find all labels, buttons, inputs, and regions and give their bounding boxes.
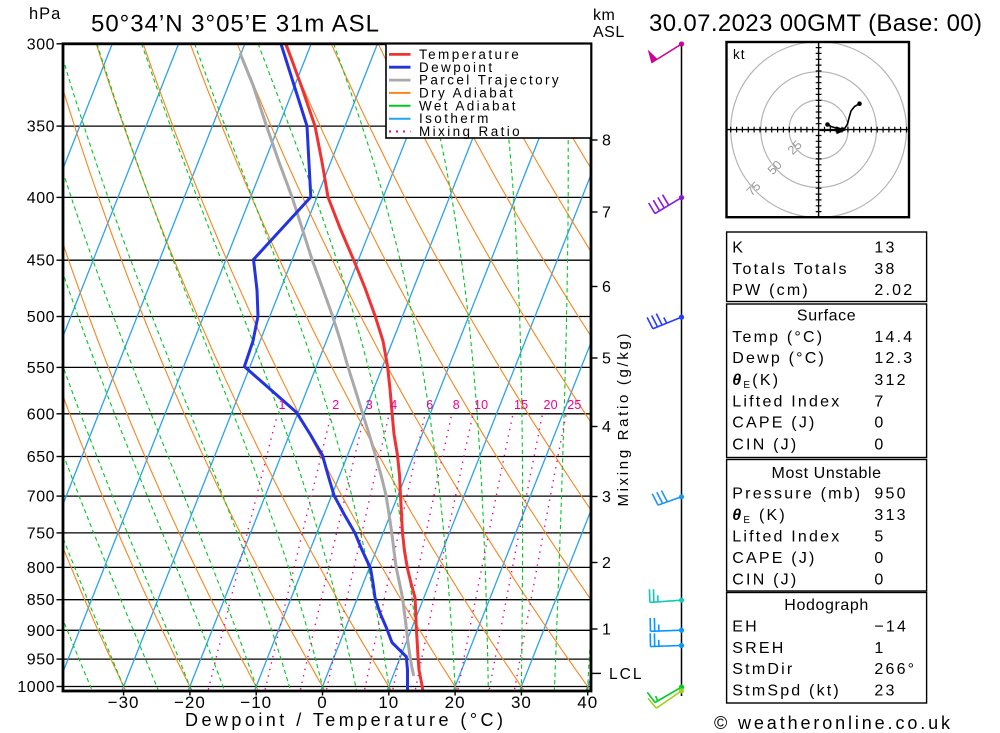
svg-text:CIN (J): CIN (J) — [732, 437, 798, 454]
svg-text:CIN (J): CIN (J) — [732, 572, 798, 589]
svg-text:30: 30 — [511, 693, 532, 712]
svg-text:Dewpoint: Dewpoint — [419, 60, 494, 75]
svg-text:Mixing Ratio: Mixing Ratio — [419, 124, 522, 139]
svg-text:Dry Adiabat: Dry Adiabat — [419, 85, 515, 100]
svg-text:−30: −30 — [108, 693, 140, 712]
svg-text:6: 6 — [426, 398, 433, 412]
svg-text:Lifted Index: Lifted Index — [732, 394, 841, 411]
svg-text:8: 8 — [602, 133, 611, 150]
svg-text:550: 550 — [27, 360, 55, 377]
svg-text:1: 1 — [874, 640, 885, 657]
svg-text:40: 40 — [577, 693, 598, 712]
svg-text:50°34’N 3°05’E 31m ASL: 50°34’N 3°05’E 31m ASL — [91, 11, 379, 38]
svg-text:CAPE (J): CAPE (J) — [732, 550, 816, 567]
svg-text:30.07.2023 00GMT (Base: 00): 30.07.2023 00GMT (Base: 00) — [649, 10, 982, 37]
svg-text:650: 650 — [27, 449, 55, 466]
svg-text:750: 750 — [27, 525, 55, 542]
svg-text:13: 13 — [874, 240, 896, 257]
svg-text:400: 400 — [27, 190, 55, 207]
svg-text:hPa: hPa — [29, 5, 61, 23]
svg-text:LCL: LCL — [609, 666, 643, 683]
svg-text:Parcel Trajectory: Parcel Trajectory — [419, 73, 561, 88]
svg-text:6: 6 — [602, 279, 611, 296]
svg-text:Totals Totals: Totals Totals — [732, 261, 848, 278]
svg-text:0: 0 — [874, 572, 885, 589]
svg-text:ASL: ASL — [593, 24, 625, 41]
svg-text:2.02: 2.02 — [874, 282, 914, 299]
svg-text:Mixing Ratio (g/kg): Mixing Ratio (g/kg) — [615, 334, 632, 507]
svg-text:Dewp (°C): Dewp (°C) — [732, 350, 826, 367]
svg-text:15: 15 — [514, 398, 528, 412]
svg-text:10: 10 — [378, 693, 399, 712]
svg-text:8: 8 — [453, 398, 460, 412]
svg-text:K: K — [732, 240, 745, 257]
svg-text:Hodograph: Hodograph — [784, 597, 869, 614]
svg-text:Wet Adiabat: Wet Adiabat — [419, 98, 518, 113]
svg-text:1: 1 — [279, 398, 286, 412]
svg-text:12.3: 12.3 — [874, 350, 914, 367]
svg-text:1: 1 — [602, 622, 611, 639]
svg-text:3: 3 — [366, 398, 373, 412]
svg-text:5: 5 — [874, 529, 885, 546]
svg-text:km: km — [593, 7, 615, 24]
svg-text:38: 38 — [874, 261, 896, 278]
svg-text:−14: −14 — [874, 619, 908, 636]
svg-text:kt: kt — [733, 47, 746, 62]
svg-text:7: 7 — [874, 394, 885, 411]
svg-text:450: 450 — [27, 253, 55, 270]
svg-text:0: 0 — [874, 550, 885, 567]
svg-text:1000: 1000 — [17, 679, 55, 696]
svg-text:950: 950 — [27, 652, 55, 669]
svg-text:350: 350 — [27, 119, 55, 136]
svg-text:0: 0 — [874, 415, 885, 432]
svg-text:14.4: 14.4 — [874, 329, 914, 346]
svg-text:23: 23 — [874, 683, 896, 700]
svg-text:EH: EH — [732, 619, 759, 636]
svg-text:500: 500 — [27, 309, 55, 326]
svg-text:313: 313 — [874, 507, 907, 524]
svg-text:700: 700 — [27, 489, 55, 506]
svg-text:800: 800 — [27, 560, 55, 577]
svg-text:900: 900 — [27, 623, 55, 640]
svg-text:25: 25 — [567, 398, 581, 412]
svg-text:Temp (°C): Temp (°C) — [732, 329, 824, 346]
svg-text:−10: −10 — [240, 693, 272, 712]
svg-text:20: 20 — [445, 693, 466, 712]
svg-text:7: 7 — [602, 205, 611, 222]
svg-text:Surface: Surface — [797, 308, 856, 325]
svg-text:−20: −20 — [174, 693, 206, 712]
svg-text:2: 2 — [602, 555, 611, 572]
svg-text:4: 4 — [602, 419, 611, 436]
svg-text:600: 600 — [27, 406, 55, 423]
svg-text:10: 10 — [474, 398, 488, 412]
svg-text:Pressure (mb): Pressure (mb) — [732, 486, 862, 503]
svg-text:© weatheronline.co.uk: © weatheronline.co.uk — [714, 713, 951, 733]
svg-text:0: 0 — [317, 693, 327, 712]
svg-text:Isotherm: Isotherm — [419, 111, 491, 126]
svg-text:20: 20 — [544, 398, 558, 412]
svg-text:266°: 266° — [874, 661, 916, 678]
svg-text:StmDir: StmDir — [732, 661, 794, 678]
svg-text:4: 4 — [390, 398, 397, 412]
svg-text:θE (K): θE (K) — [732, 507, 787, 526]
svg-text:Temperature: Temperature — [419, 47, 521, 62]
svg-text:StmSpd (kt): StmSpd (kt) — [732, 683, 841, 700]
svg-text:Dewpoint / Temperature (°C): Dewpoint / Temperature (°C) — [185, 710, 505, 730]
svg-text:Lifted Index: Lifted Index — [732, 529, 841, 546]
svg-text:θE(K): θE(K) — [732, 372, 780, 391]
svg-text:300: 300 — [27, 36, 55, 53]
svg-text:CAPE (J): CAPE (J) — [732, 415, 816, 432]
svg-text:950: 950 — [874, 486, 907, 503]
svg-text:312: 312 — [874, 372, 907, 389]
svg-text:Most Unstable: Most Unstable — [772, 465, 882, 482]
svg-text:0: 0 — [874, 437, 885, 454]
svg-text:PW (cm): PW (cm) — [732, 282, 810, 299]
svg-text:850: 850 — [27, 592, 55, 609]
svg-text:2: 2 — [332, 398, 339, 412]
svg-text:SREH: SREH — [732, 640, 785, 657]
svg-text:3: 3 — [602, 489, 611, 506]
svg-text:5: 5 — [602, 351, 611, 368]
